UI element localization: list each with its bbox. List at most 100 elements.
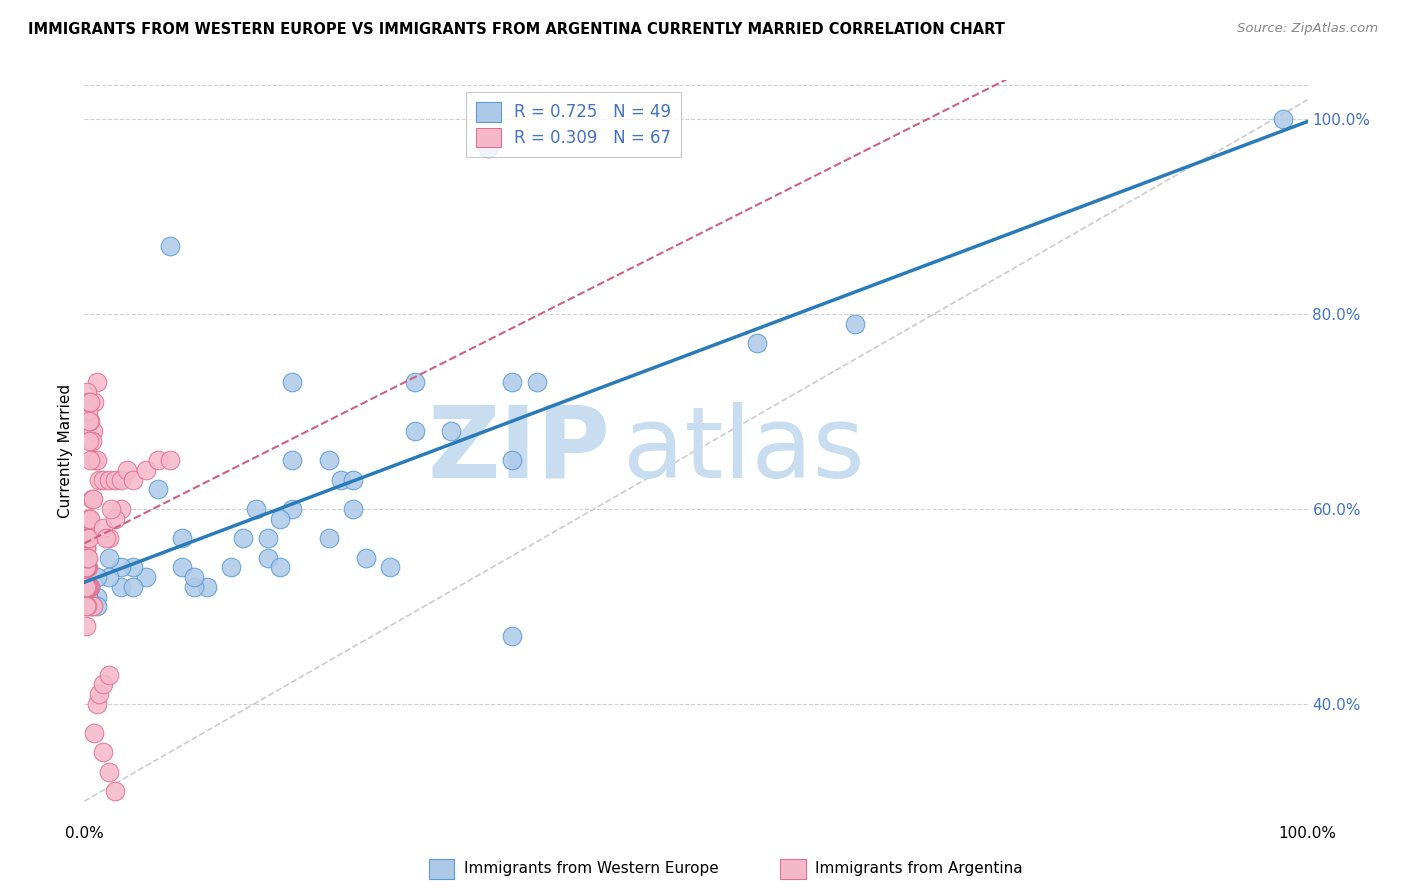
Point	[82, 599, 104, 614]
Point	[104, 511, 127, 525]
Point	[79, 394, 101, 409]
Point	[100, 502, 122, 516]
Point	[110, 580, 132, 594]
Point	[86, 570, 108, 584]
Point	[122, 560, 145, 574]
Point	[76, 560, 98, 574]
Point	[76, 384, 98, 399]
Point	[318, 531, 340, 545]
Point	[79, 511, 101, 525]
Point	[83, 726, 105, 740]
Point	[97, 667, 120, 681]
Point	[281, 376, 304, 390]
Point	[80, 492, 103, 507]
Point	[75, 521, 97, 535]
Point	[97, 531, 120, 545]
Point	[75, 560, 97, 574]
Point	[219, 560, 242, 574]
Point	[77, 531, 100, 545]
Point	[110, 502, 132, 516]
Point	[77, 511, 100, 525]
Point	[97, 473, 120, 487]
Point	[354, 550, 377, 565]
Point	[502, 629, 524, 643]
Point	[77, 580, 100, 594]
Point	[183, 570, 205, 584]
Point	[404, 424, 426, 438]
Point	[747, 336, 769, 351]
Point	[115, 463, 138, 477]
Point	[83, 394, 105, 409]
Point	[159, 239, 181, 253]
Point	[82, 492, 104, 507]
Point	[342, 473, 364, 487]
Point	[135, 570, 157, 584]
Point	[330, 473, 353, 487]
Point	[195, 580, 218, 594]
Point	[269, 511, 291, 525]
Point	[110, 560, 132, 574]
Point	[146, 483, 169, 497]
Point	[77, 511, 100, 525]
Point	[86, 697, 108, 711]
Point	[91, 473, 114, 487]
Point	[122, 580, 145, 594]
Point	[1272, 112, 1295, 127]
Y-axis label: Currently Married: Currently Married	[58, 384, 73, 517]
Point	[91, 677, 114, 691]
Point	[77, 531, 100, 545]
Text: atlas: atlas	[623, 402, 865, 499]
Point	[79, 580, 101, 594]
Point	[146, 453, 169, 467]
Point	[86, 590, 108, 604]
Point	[76, 599, 98, 614]
Point	[380, 560, 402, 574]
Point	[77, 560, 100, 574]
Point	[80, 599, 103, 614]
Text: IMMIGRANTS FROM WESTERN EUROPE VS IMMIGRANTS FROM ARGENTINA CURRENTLY MARRIED CO: IMMIGRANTS FROM WESTERN EUROPE VS IMMIGR…	[28, 22, 1005, 37]
Point	[257, 550, 280, 565]
Point	[76, 580, 98, 594]
Point	[281, 502, 304, 516]
Legend: R = 0.725   N = 49, R = 0.309   N = 67: R = 0.725 N = 49, R = 0.309 N = 67	[465, 92, 681, 158]
Point	[269, 560, 291, 574]
Point	[77, 434, 100, 448]
Point	[80, 434, 103, 448]
Point	[77, 414, 100, 428]
Point	[75, 599, 97, 614]
Point	[502, 376, 524, 390]
Point	[110, 473, 132, 487]
Point	[135, 463, 157, 477]
Point	[75, 580, 97, 594]
Point	[97, 570, 120, 584]
Point	[75, 560, 97, 574]
Point	[75, 541, 97, 555]
Point	[86, 453, 108, 467]
Point	[75, 560, 97, 574]
Text: Immigrants from Western Europe: Immigrants from Western Europe	[464, 862, 718, 876]
Point	[257, 531, 280, 545]
Point	[844, 317, 866, 331]
Point	[318, 453, 340, 467]
Point	[172, 531, 194, 545]
Point	[77, 404, 100, 418]
Point	[79, 580, 101, 594]
Point	[96, 531, 118, 545]
Point	[97, 550, 120, 565]
Text: Immigrants from Argentina: Immigrants from Argentina	[815, 862, 1024, 876]
Point	[77, 580, 100, 594]
Point	[79, 414, 101, 428]
Point	[79, 599, 101, 614]
Point	[86, 599, 108, 614]
Point	[91, 746, 114, 760]
Point	[477, 141, 499, 155]
Point	[526, 376, 548, 390]
Point	[104, 784, 127, 798]
Point	[502, 453, 524, 467]
Point	[76, 531, 98, 545]
Point	[83, 453, 105, 467]
Point	[76, 580, 98, 594]
Point	[232, 531, 254, 545]
Point	[75, 541, 97, 555]
Point	[342, 502, 364, 516]
